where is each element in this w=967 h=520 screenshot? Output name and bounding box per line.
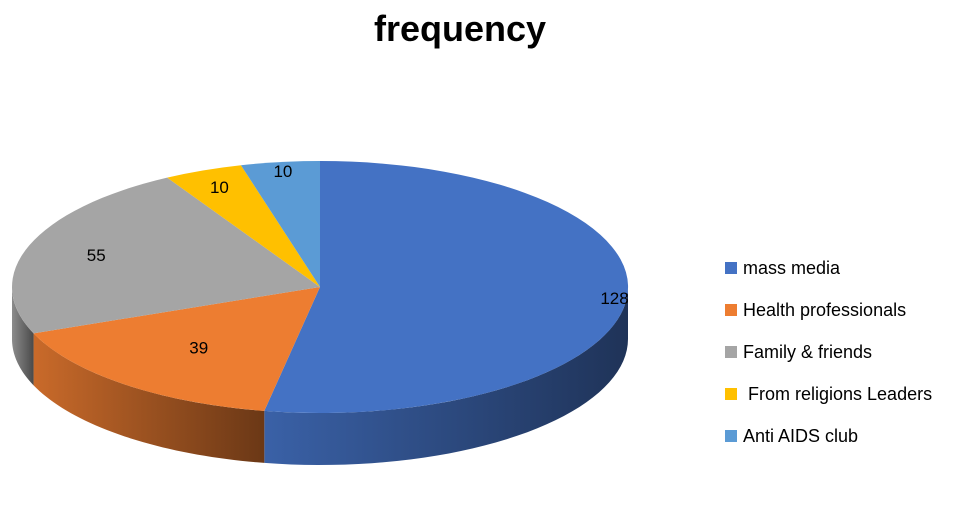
pie-side-family-friends: [12, 287, 34, 386]
legend: mass media Health professionals Family & f…: [725, 254, 932, 464]
chart-title: frequency: [373, 8, 547, 49]
legend-item: Anti AIDS club: [725, 422, 932, 450]
pie-slice-family-friends: [12, 177, 320, 334]
legend-label: Anti AIDS club: [743, 425, 859, 446]
legend-label: mass media: [743, 257, 841, 278]
legend-swatch: [725, 388, 737, 400]
legend-label: Health professionals: [743, 299, 907, 320]
data-label-mass-media: 128: [600, 289, 628, 308]
pie-side-health-professionals: [33, 333, 265, 463]
pie-slice-mass-media: [264, 160, 629, 414]
pie-side-mass-media: [264, 287, 628, 465]
data-label-from-religions-leaders: 10: [210, 178, 229, 197]
legend-label: Family & friends: [743, 341, 873, 362]
legend-label: From religions Leaders: [743, 383, 933, 404]
legend-item: From religions Leaders: [725, 380, 932, 408]
pie-slice-anti-aids-club: [240, 161, 320, 287]
legend-item: Health professionals: [725, 296, 932, 324]
legend-swatch: [725, 262, 737, 274]
pie-slice-from-religions-leaders: [167, 165, 320, 287]
legend-item: mass media: [725, 254, 932, 282]
legend-swatch: [725, 430, 737, 442]
data-label-health-professionals: 39: [189, 338, 208, 357]
legend-swatch: [725, 346, 737, 358]
data-label-anti-aids-club: 10: [273, 162, 292, 181]
pie-slice-health-professionals: [33, 287, 320, 411]
legend-swatch: [725, 304, 737, 316]
legend-item: Family & friends: [725, 338, 932, 366]
data-label-family-friends: 55: [87, 246, 106, 265]
